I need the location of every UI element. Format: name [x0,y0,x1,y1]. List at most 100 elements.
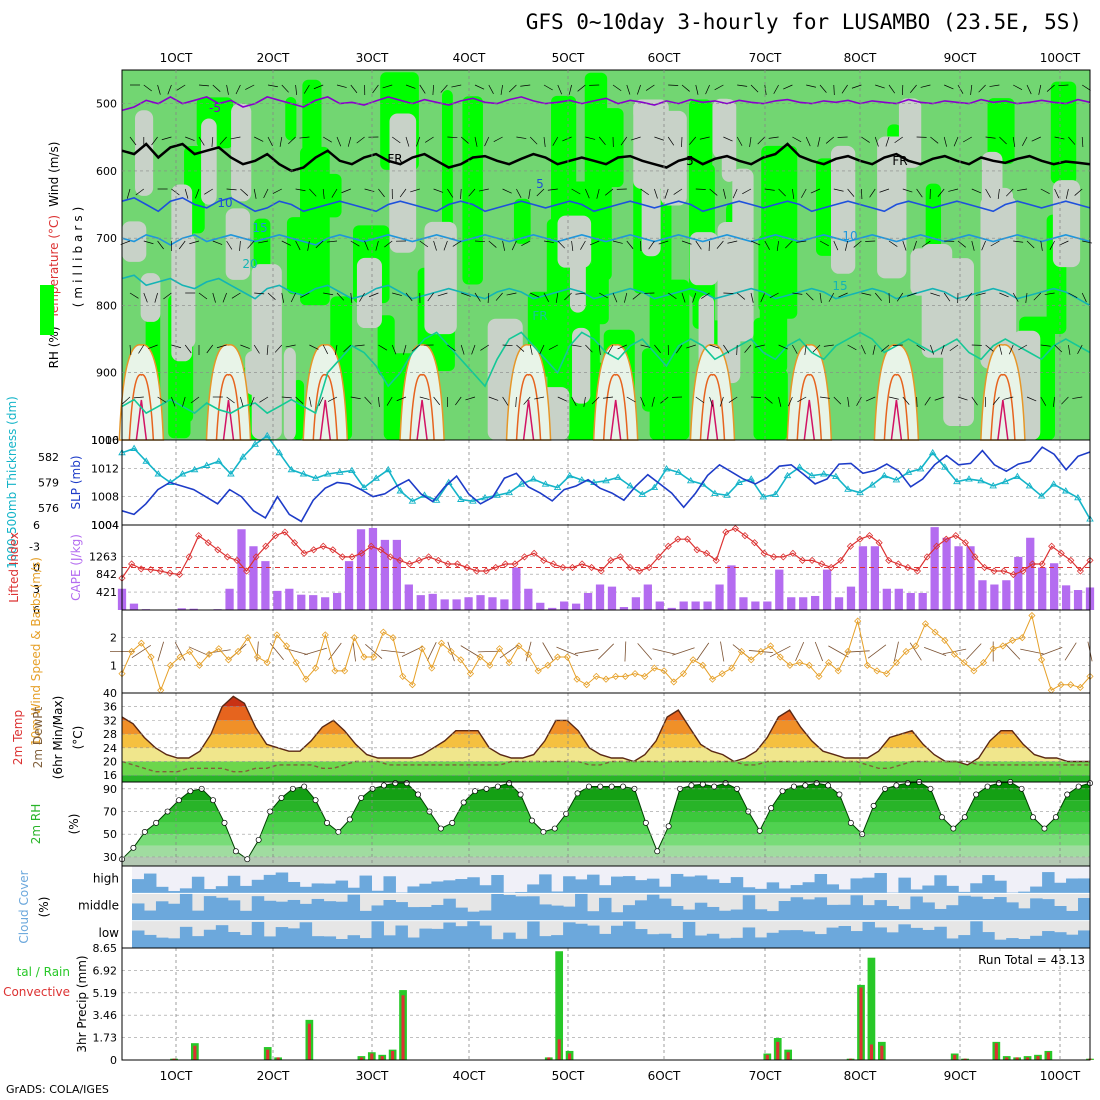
cloud-cell [191,876,205,894]
cape-bar [715,584,724,610]
cloud-cell [982,875,995,894]
slp-top-tick: 1000 [91,434,119,447]
wind-barb-10m [365,644,383,659]
cloud-cell [742,887,756,894]
hot-core [416,399,428,441]
cape-bar [332,593,342,610]
cloud-cell [862,921,875,948]
cape-bar [356,529,366,610]
cloud-cell [706,933,720,948]
li-marker [770,553,778,561]
cloud-cell [1078,898,1091,921]
rh-marker [517,791,524,798]
wind-speed-marker [447,647,455,656]
wind-barb [607,344,614,354]
wind-barb [750,396,762,398]
wind-barb [1054,188,1060,199]
cape-bar [978,580,987,610]
slp-bottom-tick: 1004 [91,519,119,532]
thickness-line-marker [517,480,526,487]
li-marker [683,535,692,543]
cloud-cell [1006,938,1019,948]
cloud-cell [467,877,480,894]
cloud-cell [1054,905,1067,921]
wind-barb [837,136,848,138]
li-marker [578,560,586,568]
li-marker [252,553,260,561]
cape-bar [404,584,413,610]
thickness-line-marker [928,448,937,456]
wind-speed-marker [321,631,329,639]
wind-barb [122,396,131,404]
rh-tick: 70 [103,806,117,819]
precip-legend-convective: Convective [3,985,70,999]
cloud-cell [742,927,756,948]
cloud-cell [599,897,612,921]
cloud-cell [431,881,444,894]
wind-barb [872,344,876,355]
cloud-cell [527,884,540,894]
contour-label: FR [532,309,547,323]
wind-barb [372,84,379,94]
cape-bar [273,590,282,610]
wind-barb-10m [304,647,327,656]
cloud-cell [503,895,516,921]
li-marker [367,542,375,550]
cloud-cell [443,880,456,894]
wind-barb [368,292,379,298]
wind-speed-marker [186,647,194,656]
wind-barb [543,136,546,147]
cloud-cell [790,885,804,894]
rh-marker [1052,814,1059,821]
cape-bar [452,599,461,610]
thickness-line-marker [747,475,755,482]
cloud-cell [167,903,181,921]
wind-barb [1049,240,1055,250]
precip-tick: 5.19 [93,987,118,1000]
li-marker [588,563,596,572]
wind-barb [334,344,338,355]
cape-bar [954,546,963,610]
li-marker [473,567,481,575]
wind-barb [612,240,623,244]
cloud-cell [898,909,911,921]
hot-core [803,399,816,441]
cape-bar [548,607,557,610]
cloud-cell [263,936,277,948]
temp-band [122,720,1090,735]
wind-barb [1058,84,1069,87]
cloud-cell [191,936,205,948]
cloud-cell [491,939,504,948]
cloud-cell [946,885,959,894]
thickness-line-marker [384,465,392,473]
wind-barb [1046,84,1055,92]
rh-legend-swatch [40,285,54,335]
rh-marker [574,790,581,797]
cloud-cell [215,886,229,894]
cloud-cell [706,906,720,921]
wind-barb [378,188,385,198]
cloud-cell [658,933,672,948]
wind-barb [1065,188,1069,199]
grads-credit: GrADS: COLA/IGES [6,1083,109,1096]
rh-high-patch [462,96,483,285]
wind-barb [443,240,448,251]
rh-band [122,788,1090,801]
thickness-line-marker [1025,482,1034,489]
wind-barb [460,136,469,144]
cloud-cell [491,875,504,894]
wind-barb [288,136,296,145]
rh-marker [380,782,387,789]
cloud-cell [682,921,696,948]
cloud-cell [1030,898,1043,921]
wind-speed-marker [554,653,562,661]
wind-barb [555,292,559,303]
thickness-line-marker [239,453,247,460]
li-marker [511,560,519,568]
thickness-line [121,434,1091,520]
cape-bar [846,586,856,610]
wind-barb-10m [269,642,284,661]
cloud-cell [239,935,253,948]
slp-ylabel-group: SLP (mb) [69,455,83,509]
cape-bar [583,593,593,610]
